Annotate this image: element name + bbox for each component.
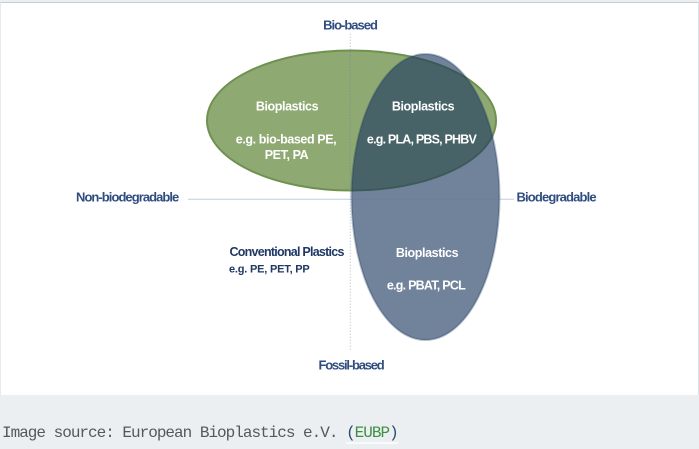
svg-text:e.g. PLA, PBS, PHBV: e.g. PLA, PBS, PHBV	[367, 133, 478, 147]
svg-text:PET, PA: PET, PA	[265, 148, 309, 162]
svg-text:Bioplastics: Bioplastics	[396, 246, 459, 260]
svg-text:Bioplastics: Bioplastics	[392, 100, 455, 114]
svg-text:e.g. bio-based PE,: e.g. bio-based PE,	[236, 133, 336, 147]
svg-text:Conventional Plastics: Conventional Plastics	[230, 245, 345, 259]
svg-text:Bio-based: Bio-based	[323, 18, 378, 33]
svg-text:Non-biodegradable: Non-biodegradable	[76, 190, 179, 205]
svg-text:e.g. PE, PET, PP: e.g. PE, PET, PP	[229, 264, 310, 276]
svg-text:e.g. PBAT, PCL: e.g. PBAT, PCL	[387, 279, 466, 293]
svg-text:Bioplastics: Bioplastics	[256, 100, 319, 114]
svg-text:Fossil-based: Fossil-based	[318, 358, 384, 373]
svg-text:Biodegradable: Biodegradable	[517, 190, 597, 205]
